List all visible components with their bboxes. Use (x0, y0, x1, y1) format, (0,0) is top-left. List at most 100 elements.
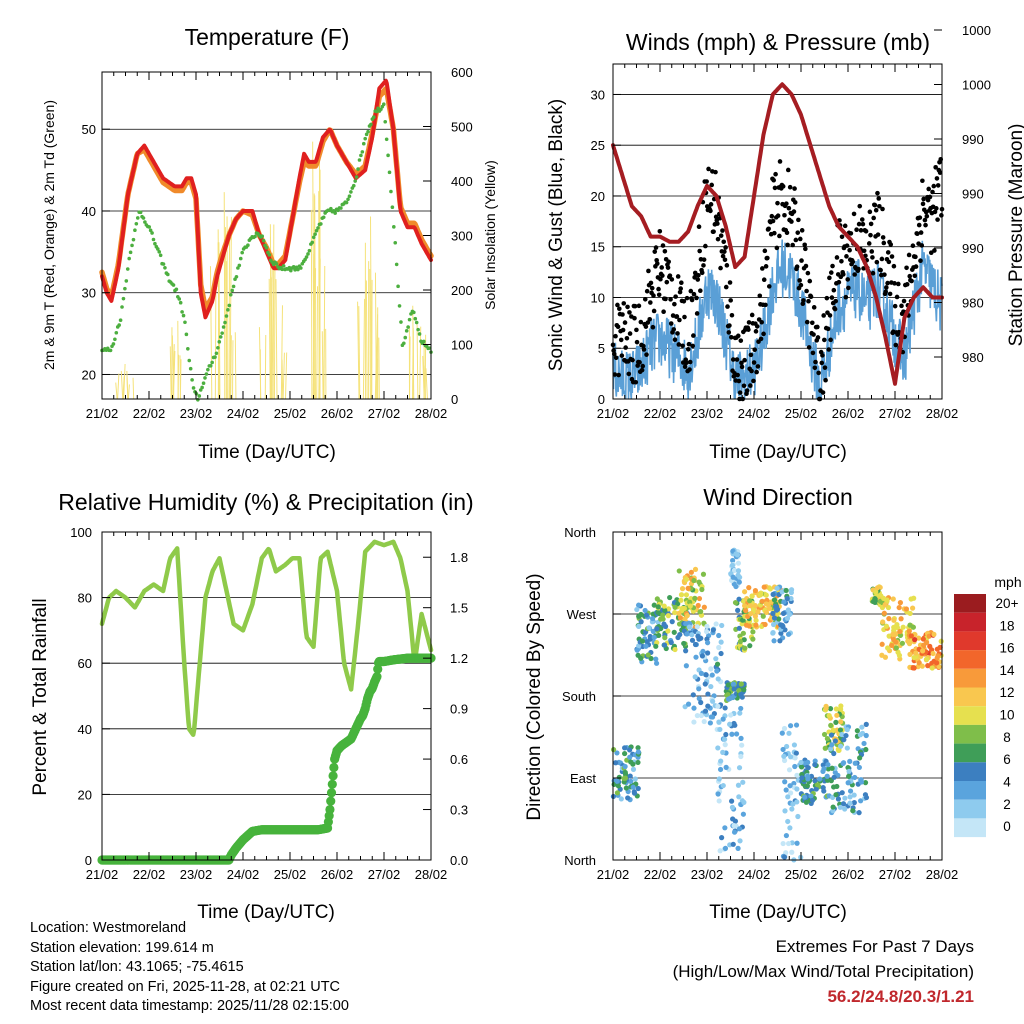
direction-point (911, 655, 917, 661)
gust-point (793, 237, 799, 243)
gust-point (823, 377, 828, 383)
direction-point (733, 551, 739, 557)
direction-point (856, 810, 862, 816)
direction-point (730, 681, 737, 687)
gust-point (735, 333, 741, 339)
gust-point (844, 243, 850, 248)
colorbar-swatch (954, 612, 986, 632)
dewpoint-point (422, 339, 426, 344)
colorbar-swatch (954, 762, 986, 781)
solar-spike (358, 306, 361, 400)
direction-point (925, 663, 931, 669)
gust-point (910, 243, 916, 249)
direction-point (643, 643, 649, 649)
gust-point (691, 291, 697, 297)
direction-point (679, 586, 686, 592)
gust-point (885, 250, 891, 255)
direction-point (785, 840, 792, 847)
y-tick-label: 20 (78, 787, 92, 802)
solar-spike (228, 230, 231, 400)
dewpoint-point (296, 267, 300, 272)
direction-point (716, 719, 722, 725)
direction-point (748, 611, 754, 617)
dewpoint-point (384, 137, 389, 142)
direction-point (785, 607, 791, 613)
gust-point (729, 335, 734, 340)
gust-point (859, 217, 865, 222)
gust-point (889, 254, 895, 259)
extremes-subtitle: (High/Low/Max Wind/Total Precipitation) (672, 962, 974, 981)
y2-tick-label: 0.0 (450, 853, 468, 868)
gust-point (926, 186, 932, 192)
dewpoint-point (214, 351, 219, 356)
solar-spike (179, 359, 182, 400)
temperature-series (99, 78, 434, 402)
direction-point (672, 604, 678, 610)
direction-point (688, 569, 694, 575)
direction-point (725, 691, 731, 698)
direction-point (890, 631, 896, 637)
gust-point (833, 298, 839, 304)
gust-point (662, 248, 668, 254)
gust-point (612, 372, 618, 377)
direction-point (842, 795, 848, 801)
direction-point (824, 736, 830, 742)
solar-spike (374, 346, 378, 400)
gust-point (676, 342, 682, 347)
gust-point (894, 294, 900, 300)
gust-point (677, 317, 682, 323)
direction-point (615, 783, 621, 789)
y-tick-label: 50 (82, 122, 96, 137)
direction-point (742, 589, 748, 595)
direction-point (723, 764, 729, 770)
direction-point (613, 760, 619, 766)
gust-point (758, 336, 764, 342)
direction-point (846, 768, 852, 774)
gust-point (684, 295, 690, 301)
dewpoint-point (143, 220, 147, 224)
direction-point (863, 746, 869, 753)
x-tick-label: 23/02 (691, 406, 724, 421)
gust-point (644, 288, 650, 294)
direction-point (847, 758, 853, 764)
gust-point (686, 341, 692, 347)
direction-point (847, 788, 854, 794)
y2-tick-label: 0 (451, 392, 458, 407)
direction-point (700, 571, 707, 577)
direction-point (847, 800, 853, 806)
colorbar-title: mph (994, 574, 1021, 590)
solar-spike (369, 268, 371, 400)
direction-point (698, 712, 704, 719)
gust-point (706, 166, 711, 172)
gust-point (820, 390, 826, 395)
gust-point (711, 229, 716, 234)
y2-tick-label: 100 (451, 338, 473, 353)
dewpoint-point (313, 232, 317, 236)
dewpoint-point (224, 314, 229, 318)
gust-point (632, 303, 638, 309)
gust-point (879, 256, 885, 262)
direction-point (753, 622, 759, 628)
gust-point (775, 213, 781, 219)
direction-point (812, 778, 818, 784)
gust-point (839, 258, 844, 264)
direction-point (794, 786, 800, 792)
direction-plot-frame (612, 531, 943, 861)
temperature-xlabel: Time (Day/UTC) (198, 442, 336, 463)
gust-point (690, 343, 696, 349)
gust-point (730, 357, 736, 362)
direction-point (685, 585, 691, 591)
solar-spike (268, 278, 271, 400)
y2-tick-label: 990 (962, 241, 984, 256)
direction-point (788, 723, 794, 729)
gust-point (682, 314, 687, 320)
direction-point (760, 613, 766, 619)
gust-point (749, 368, 754, 374)
solar-spike (321, 331, 324, 400)
gust-point (841, 272, 846, 277)
dewpoint-point (208, 364, 213, 368)
direction-point (837, 727, 844, 733)
direction-point (908, 633, 914, 639)
gust-point (641, 347, 647, 352)
solar-spike (117, 373, 120, 400)
